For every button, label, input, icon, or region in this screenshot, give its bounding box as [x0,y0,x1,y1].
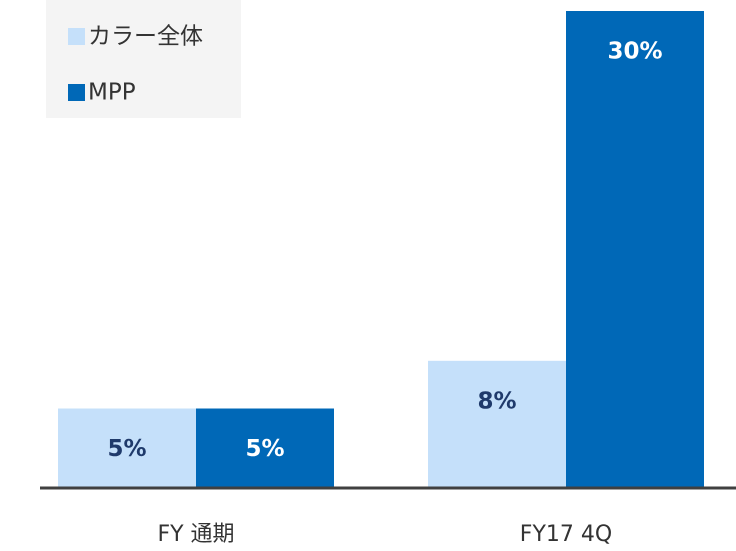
legend-label: カラー全体 [88,24,203,50]
bar [196,408,334,488]
data-label: 30% [607,39,662,65]
data-label: 5% [107,436,146,462]
data-label: 8% [477,388,516,414]
x-tick-label: FY 通期 [157,522,234,547]
bar [428,360,566,488]
x-tick-label: FY17 4Q [520,522,612,547]
data-label: 5% [245,436,284,462]
legend-label: MPP [88,80,136,106]
bar [566,11,704,488]
legend-swatch [68,84,85,101]
legend-swatch [68,28,85,45]
bar [58,408,196,488]
